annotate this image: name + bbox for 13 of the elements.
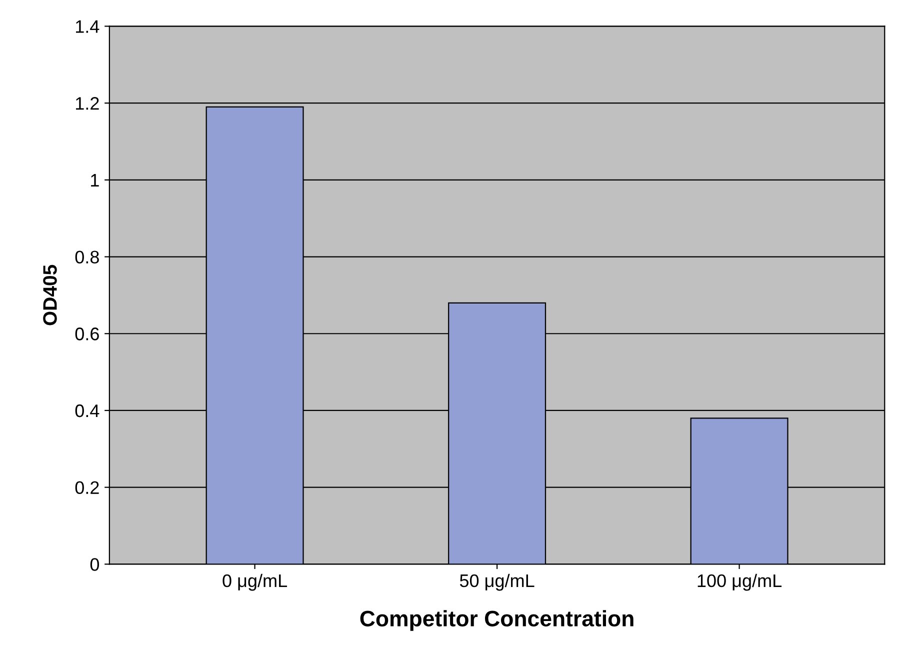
y-tick-label: 0.8 (75, 250, 99, 264)
x-tick-label: 50 μg/mL (460, 574, 534, 591)
y-tick-label: 0.2 (75, 481, 99, 494)
y-tick-label: 0 (90, 558, 100, 571)
x-tick-label: 0 μg/mL (222, 574, 287, 591)
y-axis-title: OD405 (43, 264, 57, 326)
y-tick-label: 0.4 (75, 404, 100, 418)
x-axis-title: Competitor Concentration (360, 610, 634, 631)
x-tick-label: 100 μg/mL (698, 574, 782, 591)
y-tick-label: 0.6 (75, 328, 99, 340)
y-tick-label: 1 (91, 174, 99, 186)
y-tick-label: 1.2 (76, 97, 99, 110)
y-tick-label: 1.4 (76, 20, 100, 33)
